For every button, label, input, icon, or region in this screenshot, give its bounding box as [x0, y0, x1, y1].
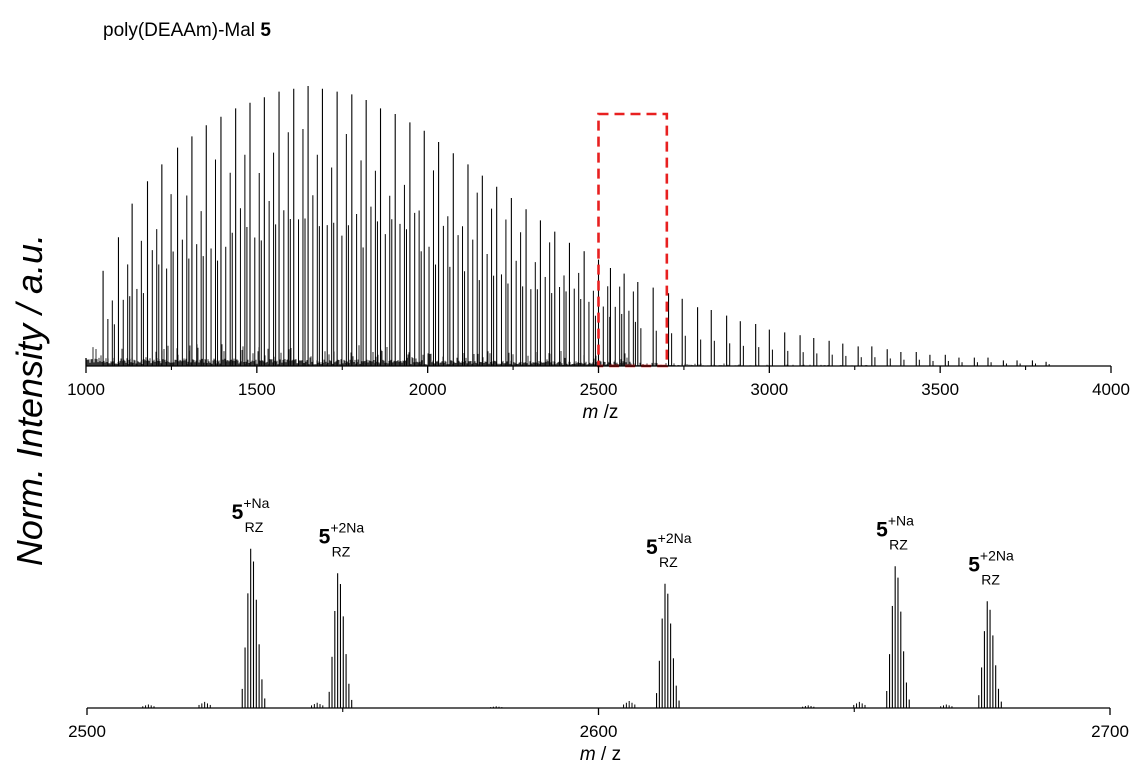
overview-peaks [86, 86, 1111, 366]
zoom-tick-label: 2500 [68, 722, 106, 741]
overview-tick-label: 2000 [409, 380, 447, 399]
overview-panel: 1000 1500 2000 2500 3000 3500 4000 m /z [67, 86, 1130, 423]
y-axis-label: Norm. Intensity / a.u. [9, 234, 50, 566]
zoom-x-ticks: 2500 2600 2700 [68, 708, 1129, 741]
overview-tick-label: 3000 [750, 380, 788, 399]
cluster-label: 5+2Na RZ [319, 519, 365, 559]
cluster-label-text: 5+2Na RZ [319, 519, 365, 559]
cluster-label: 5+2Na RZ [646, 530, 692, 570]
cluster-label: 5+Na RZ [876, 512, 914, 552]
overview-x-ticks: 1000 1500 2000 2500 3000 3500 4000 [67, 358, 1130, 399]
overview-x-axis-label: m /z [583, 402, 619, 423]
overview-tick-label: 1500 [238, 380, 276, 399]
overview-tick-label: 2500 [580, 380, 618, 399]
zoom-tick-label: 2700 [1091, 722, 1129, 741]
cluster-label-text: 5+2Na RZ [968, 547, 1014, 587]
cluster-label-text: 5+Na RZ [232, 495, 270, 535]
zoom-x-axis-label: m / z [580, 744, 621, 763]
zoom-tick-label: 2600 [580, 722, 618, 741]
zoom-region-box [597, 112, 669, 368]
cluster-label-text: 5+2Na RZ [646, 530, 692, 570]
cluster-label-text: 5+Na RZ [876, 512, 914, 552]
figure-title: poly(DEAAm)-Mal 5 [103, 20, 271, 41]
peak-annotations: 5+Na RZ 5+2Na RZ 5+2Na RZ 5+Na RZ 5+2Na RZ [232, 495, 1014, 588]
zoom-panel: 5+Na RZ 5+2Na RZ 5+2Na RZ 5+Na RZ 5+2Na RZ 2500 26… [68, 495, 1129, 763]
overview-tick-label: 4000 [1092, 380, 1130, 399]
overview-tick-label: 3500 [921, 380, 959, 399]
cluster-label: 5+2Na RZ [968, 547, 1014, 587]
overview-tick-label: 1000 [67, 380, 105, 399]
zoom-region-rect [597, 112, 669, 368]
cluster-label: 5+Na RZ [232, 495, 270, 535]
zoom-peaks [142, 548, 1002, 708]
